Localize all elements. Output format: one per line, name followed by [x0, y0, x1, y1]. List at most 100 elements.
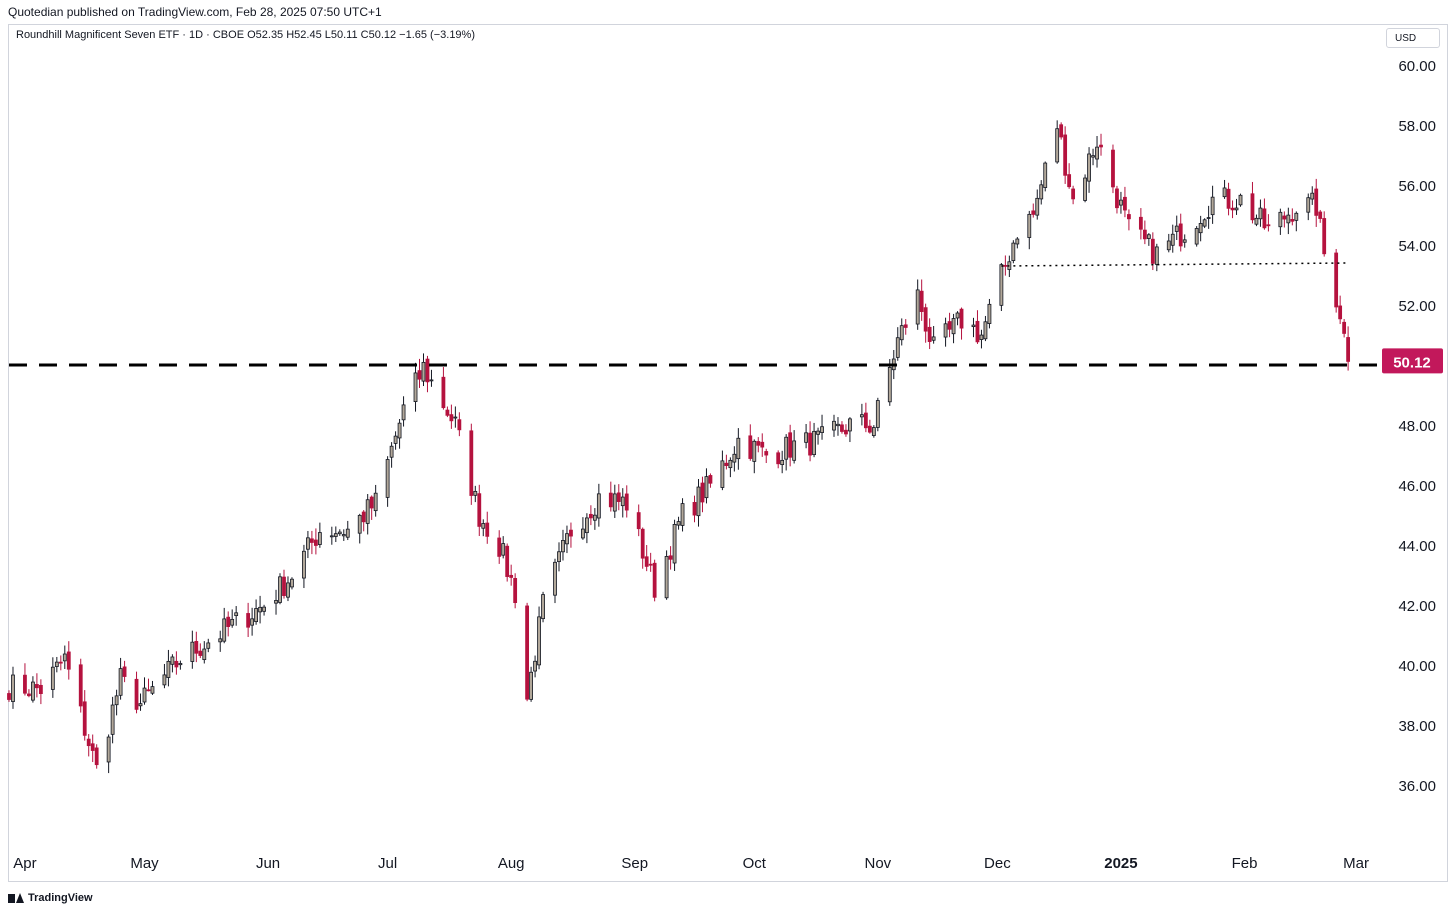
candle [692, 495, 697, 523]
candle-body [290, 578, 294, 588]
time-axis[interactable]: Apr May Jun Jul Aug Sep Oct Nov Dec 2025 Feb Mar [13, 855, 1369, 872]
candle-body [1342, 321, 1347, 334]
y-tick-label: 36.00 [1398, 778, 1436, 795]
candle-body [1043, 162, 1048, 188]
candle-body [848, 418, 852, 432]
candle [748, 424, 753, 461]
candle-body [788, 432, 793, 458]
candle-body [206, 642, 211, 649]
candle-body [541, 594, 545, 620]
y-tick-label: 46.00 [1398, 478, 1436, 495]
candle-body [1278, 211, 1283, 228]
candle [174, 651, 179, 675]
candle [840, 421, 844, 434]
candle-body [373, 492, 378, 512]
candle [1083, 174, 1087, 203]
candle-body [1115, 188, 1119, 209]
candle [987, 298, 992, 329]
candle-body [202, 648, 207, 661]
candle [166, 649, 171, 687]
candle-body [365, 499, 370, 524]
candle-body [704, 476, 709, 499]
candle [1338, 295, 1343, 325]
x-tick-label: 2025 [1104, 855, 1137, 872]
candle-body [485, 522, 490, 537]
candle [919, 279, 924, 321]
candle-body [672, 524, 677, 564]
candle [357, 513, 362, 544]
candle [365, 494, 370, 535]
candle [812, 422, 816, 458]
candle [1178, 213, 1183, 252]
candle [313, 528, 318, 555]
candle [752, 439, 757, 474]
candle-body [1290, 219, 1295, 222]
candle-body [588, 513, 593, 519]
candle [1230, 200, 1235, 219]
candle-body [58, 661, 63, 664]
candle-body [226, 616, 231, 627]
candle [226, 611, 231, 637]
candle-body [832, 420, 836, 431]
candle [122, 660, 127, 683]
candle-body [11, 674, 15, 702]
price-axis[interactable]: 60.0058.0056.0054.0052.0050.0048.0046.00… [1398, 58, 1436, 795]
candle-body [955, 312, 960, 319]
candle-body [54, 661, 59, 667]
candle [1206, 205, 1211, 229]
candle-body [903, 324, 908, 328]
candle-body [1063, 134, 1068, 176]
candle [361, 510, 366, 532]
candle [198, 643, 203, 659]
candle [90, 734, 95, 763]
candle [142, 677, 147, 705]
candle [640, 527, 645, 569]
candle-body [162, 674, 167, 686]
candle [86, 734, 91, 757]
candle [971, 317, 976, 338]
candle [668, 546, 673, 570]
candle [565, 525, 569, 554]
candle [1318, 209, 1323, 223]
candle [871, 425, 876, 438]
candle-body [497, 537, 502, 557]
candle-body [1198, 223, 1203, 234]
footer-brand: TradingView [28, 892, 93, 904]
candle [923, 303, 928, 343]
candle [389, 442, 394, 468]
currency-button[interactable]: USD [1386, 28, 1440, 48]
candle [1238, 193, 1243, 207]
candle-body [608, 492, 613, 508]
candle [664, 550, 669, 600]
candle [1202, 218, 1207, 229]
candle-body [756, 441, 761, 446]
candle [78, 658, 83, 713]
symbol-legend: Roundhill Magnificent Seven ETF · 1D · C… [16, 29, 475, 41]
candle [652, 559, 657, 602]
candle [596, 483, 601, 527]
candle-body [1262, 208, 1267, 229]
candle-body [509, 574, 514, 578]
y-tick-label: 48.00 [1398, 418, 1436, 435]
candle [636, 504, 641, 537]
candle [329, 526, 334, 545]
candle-body [648, 563, 653, 566]
annotations [9, 262, 1380, 367]
candle [258, 595, 262, 624]
candle-body [1306, 197, 1311, 213]
candle-body [282, 576, 286, 596]
candle-body [748, 435, 753, 459]
candle-body [7, 693, 11, 700]
candle [262, 604, 266, 616]
candle [648, 552, 653, 572]
candle-body [565, 533, 569, 545]
candle [863, 402, 868, 433]
candle-body [389, 445, 394, 458]
candle-body [258, 606, 262, 613]
candle-body [1003, 264, 1008, 267]
candle [1119, 191, 1123, 214]
candle [178, 660, 183, 670]
candle [1095, 136, 1099, 168]
candle-body [863, 412, 868, 429]
